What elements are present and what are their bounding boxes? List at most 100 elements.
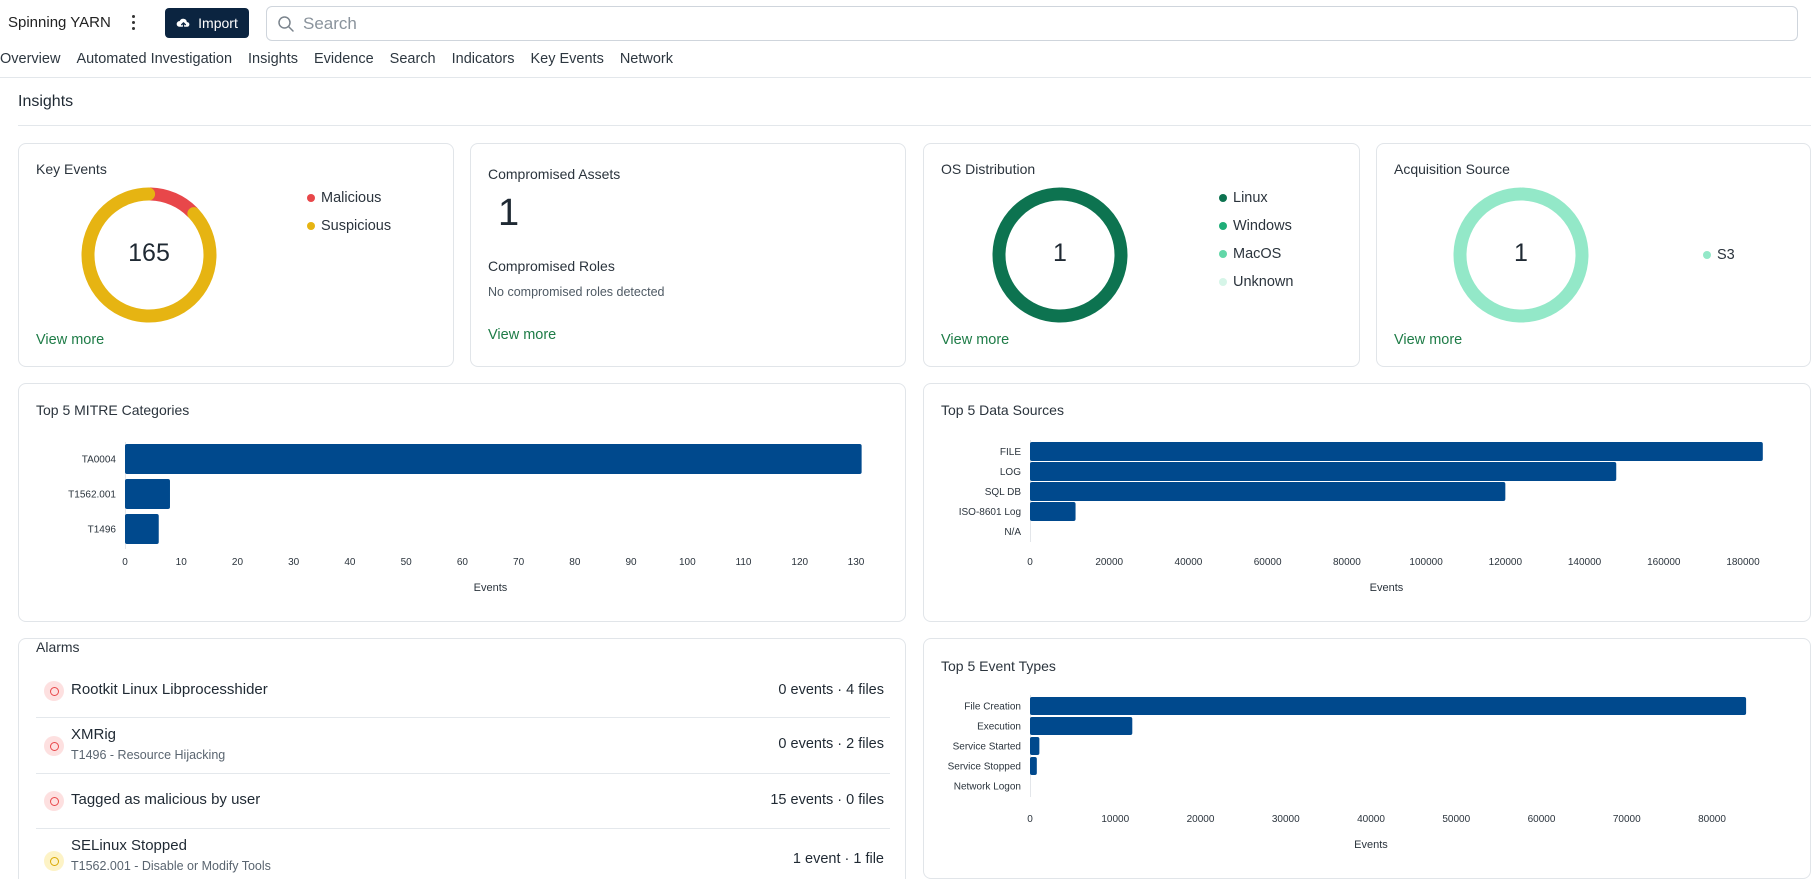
bar-t1496[interactable] bbox=[125, 514, 159, 544]
compromised-view-more-link[interactable]: View more bbox=[488, 327, 557, 343]
acquisition-source-donut: 1 bbox=[1451, 185, 1591, 325]
category-label: Service Started bbox=[953, 742, 1021, 753]
legend-label: Suspicious bbox=[321, 218, 392, 234]
x-tick-label: 60 bbox=[457, 557, 469, 568]
legend-item-macos[interactable]: MacOS bbox=[1219, 240, 1293, 268]
acquisition-source-donut-chart bbox=[1453, 187, 1589, 323]
legend-label: MacOS bbox=[1233, 246, 1282, 262]
category-label: T1496 bbox=[88, 525, 117, 536]
bar-file[interactable] bbox=[1030, 442, 1763, 461]
os-distribution-view-more-link[interactable]: View more bbox=[941, 332, 1010, 348]
tab-evidence[interactable]: Evidence bbox=[314, 51, 374, 67]
bar-service-started[interactable] bbox=[1030, 737, 1040, 755]
tab-overview[interactable]: Overview bbox=[0, 51, 61, 67]
x-tick-label: 40000 bbox=[1357, 814, 1385, 825]
alarm-technique: T1496 - Resource Hijacking bbox=[71, 748, 226, 762]
donut-segment-linux[interactable] bbox=[992, 187, 1128, 323]
alarm-stats: 1 event · 1 file bbox=[792, 851, 884, 867]
alarm-name: Tagged as malicious by user bbox=[71, 791, 261, 808]
x-tick-label: 60000 bbox=[1254, 557, 1282, 568]
data-sources-chart: FILE LOG SQL DB ISO-8601 Log N/A 0 20000 40000 6… bbox=[959, 440, 1763, 594]
alarm-technique: T1562.001 - Disable or Modify Tools bbox=[71, 859, 271, 873]
x-tick-label: 40 bbox=[344, 557, 356, 568]
search-input[interactable] bbox=[303, 13, 1783, 34]
bar-sql-db[interactable] bbox=[1030, 482, 1506, 501]
acquisition-source-view-more-link[interactable]: View more bbox=[1394, 332, 1463, 348]
compromised-roles-title: Compromised Roles bbox=[488, 258, 615, 274]
category-label: ISO-8601 Log bbox=[959, 507, 1021, 518]
compromised-card: Compromised Assets 1 Compromised Roles N… bbox=[470, 143, 906, 367]
upload-icon bbox=[176, 18, 190, 28]
category-label: Service Stopped bbox=[948, 762, 1021, 773]
x-tick-label: 100000 bbox=[1409, 557, 1443, 568]
bar-service-stopped[interactable] bbox=[1030, 757, 1037, 775]
tab-indicators[interactable]: Indicators bbox=[451, 51, 515, 67]
suspicious-alarm-icon bbox=[44, 851, 64, 871]
x-tick-label: 80 bbox=[569, 557, 581, 568]
category-label: T1562.001 bbox=[68, 490, 116, 501]
key-events-total: 165 bbox=[128, 239, 170, 267]
donut-segment-s3[interactable] bbox=[1453, 187, 1589, 323]
x-tick-label: 100 bbox=[679, 557, 696, 568]
alarm-row[interactable]: XMRig T1496 - Resource Hijacking 0 event… bbox=[36, 718, 890, 774]
page-title: Insights bbox=[18, 93, 74, 110]
import-button[interactable]: Import bbox=[165, 8, 249, 38]
key-events-title: Key Events bbox=[36, 161, 107, 177]
key-events-view-more-link[interactable]: View more bbox=[36, 332, 105, 348]
x-tick-label: 30000 bbox=[1272, 814, 1300, 825]
category-label: Execution bbox=[977, 722, 1021, 733]
legend-item-suspicious[interactable]: Suspicious bbox=[307, 212, 391, 240]
compromised-assets-title: Compromised Assets bbox=[488, 166, 621, 182]
legend-item-windows[interactable]: Windows bbox=[1219, 212, 1293, 240]
app-title: Spinning YARN bbox=[8, 14, 111, 31]
x-tick-label: 160000 bbox=[1647, 557, 1681, 568]
mitre-categories-chart: TA0004 T1562.001 T1496 0 10 20 30 40 50 60 70 80 90 1… bbox=[68, 442, 865, 594]
tab-insights[interactable]: Insights bbox=[248, 51, 298, 67]
key-events-legend: Malicious Suspicious bbox=[307, 184, 391, 240]
legend-item-unknown[interactable]: Unknown bbox=[1219, 268, 1293, 296]
tab-network[interactable]: Network bbox=[619, 51, 674, 67]
bar-iso-8601-log[interactable] bbox=[1030, 502, 1076, 521]
donut-segment-suspicious[interactable] bbox=[79, 185, 219, 325]
x-tick-label: 80000 bbox=[1698, 814, 1726, 825]
linux-dot bbox=[1219, 194, 1227, 202]
legend-item-s3[interactable]: S3 bbox=[1703, 241, 1735, 269]
acquisition-source-card: Acquisition Source 1 S3 View more bbox=[1376, 143, 1811, 367]
acquisition-source-title: Acquisition Source bbox=[1394, 161, 1510, 177]
search-bar[interactable] bbox=[266, 6, 1798, 41]
windows-dot bbox=[1219, 222, 1227, 230]
nav-tabs: Overview Automated Investigation Insight… bbox=[0, 51, 673, 71]
x-tick-label: 120000 bbox=[1489, 557, 1523, 568]
alarm-row[interactable]: SELinux Stopped T1562.001 - Disable or M… bbox=[36, 829, 890, 879]
alarm-stats: 0 events · 4 files bbox=[778, 682, 884, 698]
x-tick-label: 140000 bbox=[1568, 557, 1602, 568]
x-tick-label: 60000 bbox=[1528, 814, 1556, 825]
x-tick-label: 20000 bbox=[1095, 557, 1123, 568]
x-tick-label: 10 bbox=[176, 557, 188, 568]
alarm-row[interactable]: Tagged as malicious by user 15 events · … bbox=[36, 774, 890, 829]
key-events-card: Key Events 165 Malicious Suspicious View… bbox=[18, 143, 454, 367]
tabs-divider bbox=[0, 77, 1811, 78]
mitre-categories-title: Top 5 MITRE Categories bbox=[36, 402, 190, 418]
x-tick-label: 80000 bbox=[1333, 557, 1361, 568]
macos-dot bbox=[1219, 250, 1227, 258]
legend-label: Windows bbox=[1233, 218, 1292, 234]
legend-item-malicious[interactable]: Malicious bbox=[307, 184, 391, 212]
bar-t1562-001[interactable] bbox=[125, 479, 170, 509]
legend-label: Linux bbox=[1233, 190, 1268, 206]
bar-execution[interactable] bbox=[1030, 717, 1133, 735]
bar-file-creation[interactable] bbox=[1030, 697, 1747, 715]
x-tick-label: 0 bbox=[1027, 557, 1033, 568]
more-options-icon[interactable] bbox=[126, 11, 140, 33]
bar-log[interactable] bbox=[1030, 462, 1617, 481]
tab-search[interactable]: Search bbox=[389, 51, 436, 67]
category-label: File Creation bbox=[964, 702, 1021, 713]
tab-automated-investigation[interactable]: Automated Investigation bbox=[76, 51, 233, 67]
x-axis-label: Events bbox=[1370, 582, 1404, 594]
legend-item-linux[interactable]: Linux bbox=[1219, 184, 1293, 212]
bar-ta0004[interactable] bbox=[125, 444, 862, 474]
alarm-row[interactable]: Rootkit Linux Libprocesshider 0 events ·… bbox=[36, 666, 890, 718]
x-tick-label: 10000 bbox=[1101, 814, 1129, 825]
tab-key-events[interactable]: Key Events bbox=[530, 51, 604, 67]
search-icon bbox=[278, 15, 294, 32]
